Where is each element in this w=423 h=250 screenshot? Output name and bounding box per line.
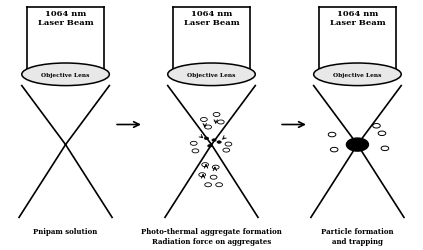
Text: Objective Lens: Objective Lens	[187, 72, 236, 78]
Text: Particle formation
and trapping: Particle formation and trapping	[321, 228, 394, 245]
Text: Objective Lens: Objective Lens	[41, 72, 90, 78]
Circle shape	[208, 145, 212, 148]
Text: 1064 nm
Laser Beam: 1064 nm Laser Beam	[184, 10, 239, 27]
Circle shape	[204, 138, 209, 140]
Text: Objective Lens: Objective Lens	[333, 72, 382, 78]
Ellipse shape	[168, 64, 255, 86]
Text: 1064 nm
Laser Beam: 1064 nm Laser Beam	[330, 10, 385, 27]
Text: 1064 nm
Laser Beam: 1064 nm Laser Beam	[38, 10, 93, 27]
Ellipse shape	[22, 64, 109, 86]
Ellipse shape	[313, 64, 401, 86]
Circle shape	[346, 138, 368, 151]
Text: Photo-thermal aggregate formation
Radiation force on aggregates: Photo-thermal aggregate formation Radiat…	[141, 228, 282, 245]
Text: Pnipam solution: Pnipam solution	[33, 228, 98, 235]
Circle shape	[217, 141, 221, 144]
Circle shape	[212, 139, 216, 142]
